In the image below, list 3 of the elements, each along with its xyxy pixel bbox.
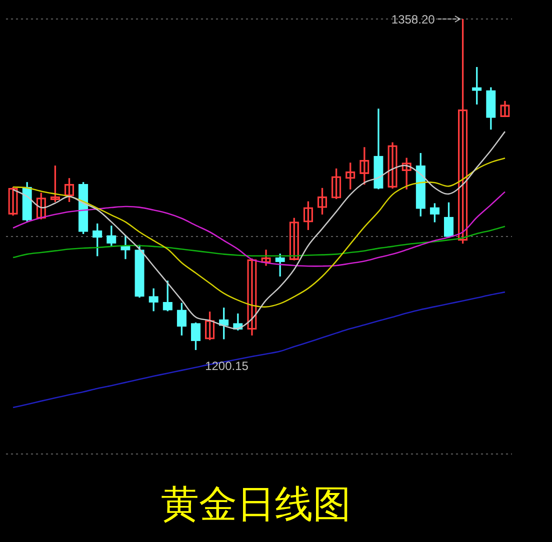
annotation: 1200.15 xyxy=(205,359,249,374)
text: 黄金日线图 xyxy=(161,482,351,526)
annotation: 1358.20 xyxy=(391,12,436,26)
